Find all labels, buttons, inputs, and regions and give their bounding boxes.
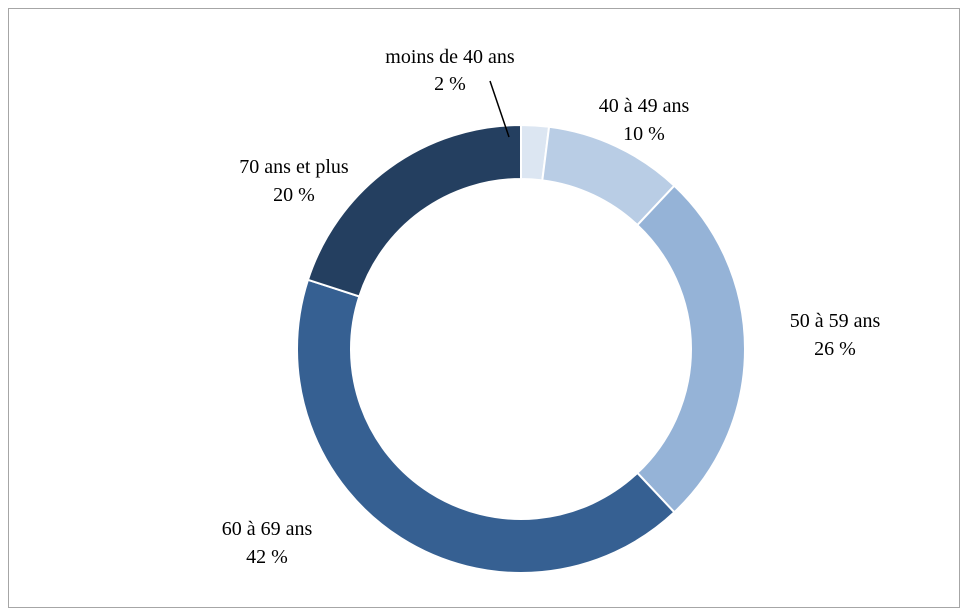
donut-slice-50-a-59-ans [635, 184, 747, 514]
donut-chart: moins de 40 ans 2 % 40 à 49 ans 10 % 50 … [222, 46, 881, 574]
slice-pct-40-a-49-ans: 10 % [623, 123, 665, 145]
slice-pct-60-a-69-ans: 42 % [246, 546, 288, 568]
slice-pct-70-ans-et-plus: 20 % [273, 184, 315, 206]
donut-slices [296, 123, 747, 574]
slice-label-70-ans-et-plus: 70 ans et plus [239, 156, 349, 178]
slice-label-moins-de-40-ans: moins de 40 ans [385, 46, 515, 68]
slice-label-40-a-49-ans: 40 à 49 ans [599, 95, 690, 117]
slice-label-50-a-59-ans: 50 à 59 ans [790, 310, 881, 332]
leader-line-moins-de-40-ans [489, 80, 510, 138]
donut-slice-60-a-69-ans [296, 278, 676, 574]
slice-pct-50-a-59-ans: 26 % [814, 338, 856, 360]
donut-slice-70-ans-et-plus [306, 123, 522, 298]
slice-pct-moins-de-40-ans: 2 % [434, 73, 466, 95]
chart-frame: moins de 40 ans 2 % 40 à 49 ans 10 % 50 … [8, 8, 960, 608]
slice-label-60-a-69-ans: 60 à 69 ans [222, 518, 313, 540]
